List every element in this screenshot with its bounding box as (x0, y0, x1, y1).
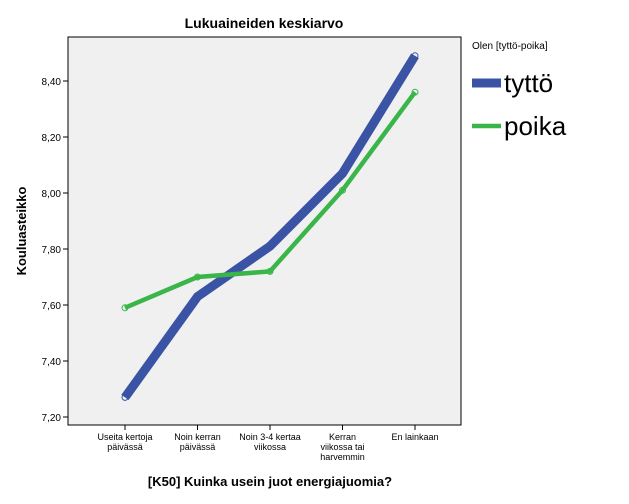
y-tick-label: 8,20 (42, 133, 62, 144)
data-point-tyttö (411, 52, 419, 60)
y-axis: 7,20 7,40 7,60 7,80 8,00 8,20 8,40 (42, 77, 68, 424)
y-tick-label: 8,40 (42, 77, 62, 88)
x-tick-label: Useita kertoja (97, 432, 152, 442)
data-point-tyttö (339, 169, 346, 177)
data-point-poika (121, 304, 129, 312)
x-tick-label: päivässä (107, 442, 143, 452)
data-point-poika (266, 267, 274, 275)
y-tick-label: 7,20 (42, 413, 62, 424)
x-tick-label: viikossa tai (320, 442, 364, 452)
x-axis-title: [K50] Kuinka usein juot energiajuomia? (148, 474, 392, 489)
x-tick-label: Noin 3-4 kertaa (239, 432, 301, 442)
series-group (121, 52, 419, 401)
y-tick-label: 8,00 (42, 189, 62, 200)
data-point-tyttö (266, 242, 274, 250)
data-point-poika (339, 186, 346, 194)
x-tick-label: päivässä (180, 442, 216, 452)
chart-title: Lukuaineiden keskiarvo (185, 15, 344, 31)
series-line-tyttö (121, 53, 419, 401)
data-point-tyttö (121, 393, 129, 401)
y-axis-title: Kouluasteikko (14, 187, 29, 276)
y-tick-label: 7,40 (42, 357, 62, 368)
legend-label-tyttö: tyttö (504, 68, 553, 98)
legend-label-poika: poika (504, 111, 567, 141)
x-tick-label: En lainkaan (391, 432, 438, 442)
x-tick-label: Kerran (329, 432, 356, 442)
legend-title: Olen [tyttö-poika] (472, 41, 548, 52)
y-tick-label: 7,60 (42, 301, 62, 312)
x-tick-label: harvemmin (320, 452, 365, 462)
legend: tyttö poika (472, 68, 567, 141)
y-tick-label: 7,80 (42, 245, 62, 256)
plot-area (67, 36, 462, 426)
x-tick-label: viikossa (254, 442, 286, 452)
data-point-poika (194, 273, 201, 281)
data-point-poika (411, 88, 419, 96)
series-line-poika (124, 90, 417, 310)
x-tick-label: Noin kerran (174, 432, 221, 442)
data-point-tyttö (194, 293, 201, 301)
